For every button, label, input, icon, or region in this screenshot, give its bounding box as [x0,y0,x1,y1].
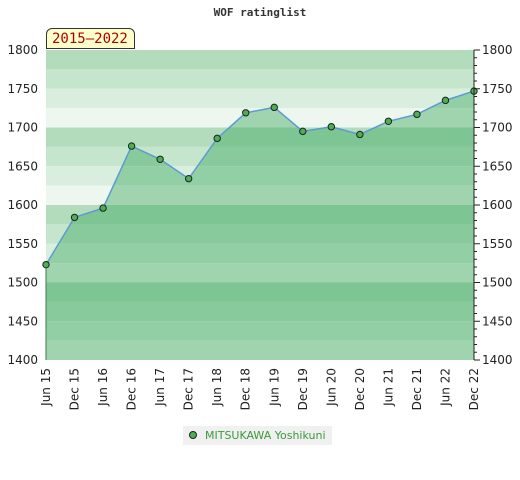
area-band [46,166,474,186]
area-band [46,243,474,264]
x-tick-label: Jun 22 [438,368,452,407]
background-band [46,69,474,89]
data-point [270,103,278,112]
area-band [46,185,474,205]
y-tick-label-left: 1650 [7,159,38,173]
data-point [213,134,221,143]
y-tick-label-right: 1400 [482,353,513,367]
chart-title: WOF ratinglist [213,6,307,19]
area-band [46,340,474,360]
area-band [46,205,474,225]
y-tick-label-left: 1500 [7,276,38,290]
data-markers [42,87,478,269]
y-tick-label-left: 1750 [7,82,38,96]
y-tick-label-right: 1450 [482,314,513,328]
series-line [45,90,475,266]
y-tick-label-left: 1400 [7,353,38,367]
x-tick-label: Dec 21 [410,368,424,410]
data-point [441,96,450,105]
x-tick-label: Dec 22 [467,368,481,410]
background-band [46,50,474,70]
rating-line [45,90,475,360]
legend-label: MITSUKAWA Yoshikuni [205,429,326,442]
x-tick-label: Dec 18 [239,368,253,410]
legend[interactable]: MITSUKAWA Yoshikuni [183,426,332,445]
x-tick-label: Jun 16 [96,368,110,407]
right-y-axis: 1400 1450 1500 1550 1600 1650 1700 1750 1800 [473,43,513,367]
y-tick-label-left: 1550 [7,237,38,251]
data-point [299,127,307,136]
area-band [46,282,474,302]
area-band [46,224,474,244]
x-tick-label: Dec 20 [353,368,367,410]
data-point [327,123,336,131]
data-point [242,109,250,117]
x-tick-label: Dec 19 [296,368,310,410]
data-point [413,110,421,119]
x-tick-label: Jun 17 [153,368,167,407]
data-point [356,130,364,139]
data-point [99,204,107,212]
data-point [127,142,136,150]
x-tick-label: Jun 19 [267,368,281,407]
background-band [46,88,474,109]
area-band [46,263,474,283]
y-tick-label-left: 1600 [7,198,38,212]
y-tick-label-right: 1600 [482,198,513,212]
period-badge: 2015–2022 [46,28,135,49]
area-band [46,321,474,341]
x-axis: Jun 15 Dec 15 Jun 16 Dec 16 Jun 17 Dec 17 Jun … [39,368,481,410]
data-point [156,155,164,163]
y-tick-label-left: 1800 [7,43,38,57]
y-tick-label-left: 1450 [7,314,38,328]
x-tick-label: Dec 17 [182,368,196,410]
x-tick-label: Dec 15 [68,368,82,410]
x-tick-label: Jun 21 [381,368,395,407]
y-tick-label-right: 1700 [482,121,513,135]
x-tick-label: Dec 16 [125,368,139,410]
y-tick-label-left: 1700 [7,121,38,135]
left-y-axis: 1400 1450 1500 1550 1600 1650 1700 1750 1800 [7,43,38,367]
data-point [184,174,193,183]
data-point [42,260,50,269]
x-tick-label: Jun 20 [324,368,338,407]
x-tick-label: Jun 15 [39,368,53,407]
y-tick-label-right: 1550 [482,237,513,251]
data-point [70,213,79,222]
y-tick-label-right: 1750 [482,82,513,96]
y-tick-label-right: 1800 [482,43,513,57]
data-point [384,117,393,126]
x-tick-label: Jun 18 [210,368,224,407]
y-tick-label-right: 1650 [482,159,513,173]
legend-marker-icon [189,431,197,439]
y-tick-label-right: 1500 [482,276,513,290]
area-band [46,301,474,322]
